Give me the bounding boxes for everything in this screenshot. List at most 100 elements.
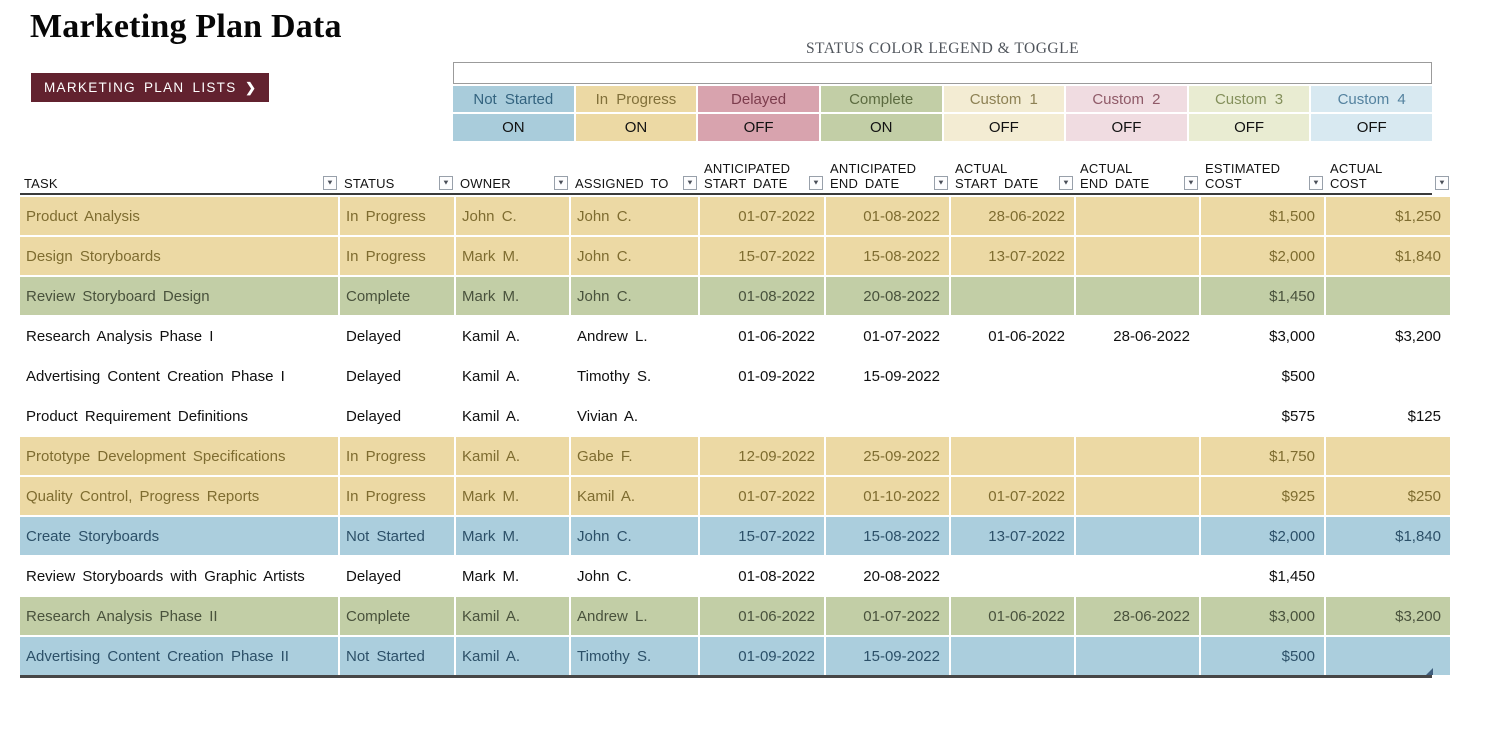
cell-owner[interactable]: Mark M. <box>462 567 520 585</box>
cell-status[interactable]: Complete <box>340 597 454 635</box>
cell-status[interactable]: Delayed <box>346 367 402 385</box>
filter-owner-button[interactable]: ▼ <box>554 176 568 190</box>
marketing-plan-lists-button[interactable]: MARKETING PLAN LISTS ❯ <box>31 73 269 102</box>
cell-task[interactable]: Research Analysis Phase II <box>20 597 338 635</box>
cell-owner[interactable]: Kamil A. <box>462 407 521 425</box>
legend-toggle-delayed[interactable]: OFF <box>698 114 819 141</box>
cell-anticipated-end[interactable]: 20-08-2022 <box>863 567 940 585</box>
cell-task[interactable]: Design Storyboards <box>20 237 338 275</box>
cell-actual-cost[interactable] <box>1326 277 1450 315</box>
cell-owner[interactable]: John C. <box>456 197 569 235</box>
cell-actual-cost[interactable]: $1,840 <box>1326 517 1450 555</box>
cell-task[interactable]: Review Storyboard Design <box>20 277 338 315</box>
legend-toggle-in-progress[interactable]: ON <box>575 114 697 141</box>
cell-anticipated-end[interactable] <box>826 397 949 435</box>
cell-actual-cost[interactable]: $3,200 <box>1326 597 1450 635</box>
cell-estimated-cost[interactable]: $925 <box>1201 477 1324 515</box>
filter-task-button[interactable]: ▼ <box>323 176 337 190</box>
cell-estimated-cost[interactable]: $2,000 <box>1201 237 1324 275</box>
cell-actual-end[interactable] <box>1076 277 1199 315</box>
legend-toggle-complete[interactable]: ON <box>820 114 942 141</box>
legend-toggle-custom-3[interactable]: OFF <box>1188 114 1310 141</box>
cell-status[interactable]: Delayed <box>346 567 402 585</box>
cell-assigned-to[interactable]: Kamil A. <box>571 477 698 515</box>
cell-assigned-to[interactable]: Andrew L. <box>577 327 648 345</box>
cell-actual-end[interactable] <box>1076 437 1199 475</box>
cell-actual-end[interactable] <box>1076 197 1199 235</box>
cell-estimated-cost[interactable]: $575 <box>1281 407 1315 425</box>
cell-actual-start[interactable]: 13-07-2022 <box>951 517 1074 555</box>
cell-assigned-to[interactable]: Timothy S. <box>571 637 698 675</box>
cell-owner[interactable]: Mark M. <box>456 277 569 315</box>
cell-anticipated-end[interactable]: 15-08-2022 <box>826 517 949 555</box>
legend-toggle-custom-4[interactable]: OFF <box>1311 114 1432 141</box>
cell-assigned-to[interactable]: Andrew L. <box>571 597 698 635</box>
cell-status[interactable]: In Progress <box>340 437 454 475</box>
cell-actual-start[interactable]: 01-07-2022 <box>951 477 1074 515</box>
cell-anticipated-start[interactable]: 15-07-2022 <box>700 517 824 555</box>
cell-status[interactable]: In Progress <box>340 237 454 275</box>
cell-assigned-to[interactable]: Timothy S. <box>577 367 652 385</box>
cell-actual-end[interactable] <box>1076 237 1199 275</box>
cell-owner[interactable]: Mark M. <box>456 237 569 275</box>
filter-assigned-to-button[interactable]: ▼ <box>683 176 697 190</box>
cell-owner[interactable]: Kamil A. <box>456 437 569 475</box>
legend-toggle-custom-2[interactable]: OFF <box>1066 114 1187 141</box>
cell-owner[interactable]: Kamil A. <box>456 597 569 635</box>
cell-actual-end[interactable] <box>1076 397 1199 435</box>
cell-anticipated-start[interactable] <box>700 397 824 435</box>
cell-task[interactable]: Review Storyboards with Graphic Artists <box>26 567 305 585</box>
filter-estimated-cost-button[interactable]: ▼ <box>1309 176 1323 190</box>
cell-actual-start[interactable]: 01-06-2022 <box>988 327 1065 345</box>
cell-actual-cost[interactable]: $3,200 <box>1395 327 1441 345</box>
cell-anticipated-end[interactable]: 20-08-2022 <box>826 277 949 315</box>
cell-status[interactable]: Delayed <box>346 327 402 345</box>
cell-task[interactable]: Product Analysis <box>20 197 338 235</box>
cell-actual-start[interactable] <box>951 357 1074 395</box>
cell-actual-end[interactable] <box>1076 637 1199 675</box>
cell-anticipated-end[interactable]: 15-08-2022 <box>826 237 949 275</box>
cell-assigned-to[interactable]: Gabe F. <box>571 437 698 475</box>
cell-task[interactable]: Product Requirement Definitions <box>26 407 248 425</box>
cell-status[interactable]: Not Started <box>340 637 454 675</box>
cell-estimated-cost[interactable]: $1,750 <box>1201 437 1324 475</box>
cell-owner[interactable]: Mark M. <box>456 477 569 515</box>
cell-task[interactable]: Research Analysis Phase I <box>26 327 214 345</box>
cell-actual-start[interactable]: 28-06-2022 <box>951 197 1074 235</box>
cell-owner[interactable]: Kamil A. <box>462 367 521 385</box>
cell-task[interactable]: Advertising Content Creation Phase II <box>20 637 338 675</box>
cell-task[interactable]: Create Storyboards <box>20 517 338 555</box>
cell-anticipated-start[interactable]: 12-09-2022 <box>700 437 824 475</box>
cell-status[interactable]: Delayed <box>346 407 402 425</box>
cell-anticipated-start[interactable]: 01-08-2022 <box>700 277 824 315</box>
cell-status[interactable]: In Progress <box>340 197 454 235</box>
legend-toggle-custom-1[interactable]: OFF <box>943 114 1065 141</box>
filter-anticipated-end-date-button[interactable]: ▼ <box>934 176 948 190</box>
cell-actual-end[interactable]: 28-06-2022 <box>1076 597 1199 635</box>
cell-actual-cost[interactable]: $125 <box>1407 407 1441 425</box>
cell-assigned-to[interactable]: Vivian A. <box>577 407 639 425</box>
cell-estimated-cost[interactable]: $1,450 <box>1269 567 1315 585</box>
filter-actual-end-date-button[interactable]: ▼ <box>1184 176 1198 190</box>
cell-actual-cost[interactable] <box>1326 437 1450 475</box>
cell-actual-start[interactable]: 01-06-2022 <box>951 597 1074 635</box>
cell-task[interactable]: Advertising Content Creation Phase I <box>26 367 285 385</box>
cell-estimated-cost[interactable]: $1,500 <box>1201 197 1324 235</box>
cell-anticipated-end[interactable]: 01-07-2022 <box>863 327 940 345</box>
cell-actual-cost[interactable]: $250 <box>1326 477 1450 515</box>
cell-assigned-to[interactable]: John C. <box>571 517 698 555</box>
cell-actual-end[interactable] <box>1076 557 1199 595</box>
cell-estimated-cost[interactable]: $3,000 <box>1269 327 1315 345</box>
cell-anticipated-start[interactable]: 01-07-2022 <box>700 477 824 515</box>
cell-anticipated-end[interactable]: 15-09-2022 <box>826 637 949 675</box>
cell-actual-end[interactable] <box>1076 357 1199 395</box>
cell-anticipated-start[interactable]: 01-08-2022 <box>738 567 815 585</box>
cell-anticipated-start[interactable]: 01-06-2022 <box>738 327 815 345</box>
cell-task[interactable]: Quality Control, Progress Reports <box>20 477 338 515</box>
cell-actual-start[interactable] <box>951 637 1074 675</box>
filter-status-button[interactable]: ▼ <box>439 176 453 190</box>
cell-actual-start[interactable] <box>951 397 1074 435</box>
cell-anticipated-end[interactable]: 15-09-2022 <box>863 367 940 385</box>
cell-estimated-cost[interactable]: $1,450 <box>1201 277 1324 315</box>
cell-status[interactable]: Not Started <box>340 517 454 555</box>
